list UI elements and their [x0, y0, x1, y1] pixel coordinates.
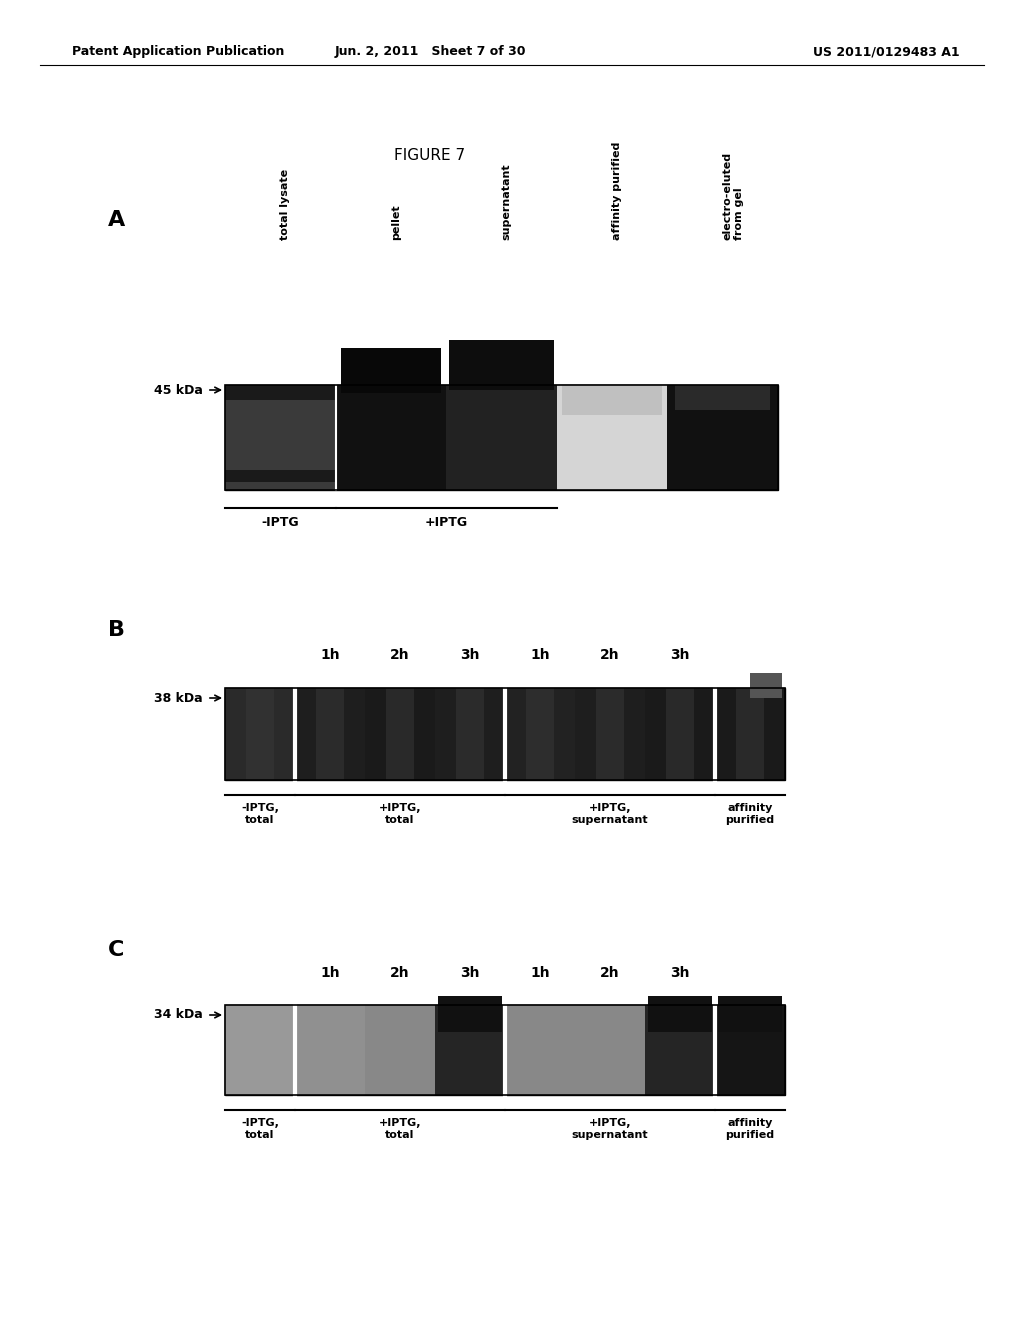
- Text: 2h: 2h: [600, 648, 620, 663]
- Bar: [666, 688, 694, 780]
- Bar: [438, 997, 502, 1032]
- Text: US 2011/0129483 A1: US 2011/0129483 A1: [813, 45, 961, 58]
- Bar: [715, 688, 785, 780]
- Text: 1h: 1h: [321, 648, 340, 663]
- Text: +IPTG: +IPTG: [425, 516, 468, 529]
- Bar: [557, 385, 668, 490]
- Bar: [676, 385, 770, 411]
- Bar: [365, 1005, 435, 1096]
- Text: 2h: 2h: [390, 966, 410, 979]
- Bar: [575, 688, 645, 780]
- Bar: [718, 997, 782, 1032]
- Text: -IPTG,
total: -IPTG, total: [241, 1118, 279, 1140]
- Bar: [526, 688, 554, 780]
- Text: 1h: 1h: [321, 966, 340, 979]
- Text: 3h: 3h: [460, 648, 480, 663]
- Bar: [316, 688, 344, 780]
- Text: Jun. 2, 2011   Sheet 7 of 30: Jun. 2, 2011 Sheet 7 of 30: [334, 45, 525, 58]
- Text: 3h: 3h: [460, 966, 480, 979]
- Bar: [225, 1005, 785, 1096]
- Bar: [596, 688, 624, 780]
- Bar: [435, 688, 505, 780]
- Text: 1h: 1h: [530, 966, 550, 979]
- Text: -IPTG: -IPTG: [261, 516, 299, 529]
- Text: +IPTG,
total: +IPTG, total: [379, 803, 421, 825]
- Text: 2h: 2h: [600, 966, 620, 979]
- Bar: [225, 688, 785, 780]
- Bar: [645, 688, 715, 780]
- Text: affinity
purified: affinity purified: [725, 803, 774, 825]
- Bar: [225, 688, 295, 780]
- Bar: [450, 341, 554, 389]
- Bar: [225, 385, 778, 490]
- Bar: [505, 1005, 575, 1096]
- Bar: [645, 1005, 715, 1096]
- Text: +IPTG,
supernatant: +IPTG, supernatant: [571, 803, 648, 825]
- Text: 2h: 2h: [390, 648, 410, 663]
- Bar: [562, 385, 663, 414]
- Text: C: C: [108, 940, 124, 960]
- Text: supernatant: supernatant: [502, 164, 512, 240]
- Text: affinity
purified: affinity purified: [725, 1118, 774, 1140]
- Bar: [225, 688, 785, 780]
- Text: affinity purified: affinity purified: [612, 141, 623, 240]
- Text: 3h: 3h: [671, 648, 690, 663]
- Text: A: A: [108, 210, 125, 230]
- Bar: [295, 1005, 365, 1096]
- Text: 3h: 3h: [671, 966, 690, 979]
- Text: 1h: 1h: [530, 648, 550, 663]
- Bar: [446, 385, 557, 490]
- Bar: [668, 385, 778, 490]
- Bar: [575, 1005, 645, 1096]
- Bar: [668, 385, 778, 490]
- Bar: [225, 385, 336, 490]
- Bar: [648, 997, 712, 1032]
- Bar: [736, 688, 764, 780]
- Text: electro-eluted
from gel: electro-eluted from gel: [723, 152, 744, 240]
- Bar: [456, 688, 484, 780]
- Bar: [341, 348, 441, 393]
- Bar: [225, 470, 336, 482]
- Bar: [336, 385, 446, 490]
- Text: +IPTG,
total: +IPTG, total: [379, 1118, 421, 1140]
- Bar: [715, 1005, 785, 1096]
- Bar: [225, 385, 778, 490]
- Bar: [505, 688, 575, 780]
- Bar: [557, 385, 668, 490]
- Bar: [365, 688, 435, 780]
- Bar: [295, 688, 365, 780]
- Bar: [435, 1005, 505, 1096]
- Text: FIGURE 7: FIGURE 7: [394, 148, 466, 162]
- Text: 38 kDa: 38 kDa: [155, 692, 203, 705]
- Text: +IPTG,
supernatant: +IPTG, supernatant: [571, 1118, 648, 1140]
- Bar: [225, 1005, 785, 1096]
- Bar: [386, 688, 414, 780]
- Bar: [246, 688, 274, 780]
- Text: Patent Application Publication: Patent Application Publication: [72, 45, 285, 58]
- Bar: [750, 673, 781, 698]
- Text: total lysate: total lysate: [281, 169, 290, 240]
- Text: pellet: pellet: [391, 205, 401, 240]
- Text: B: B: [108, 620, 125, 640]
- Text: 45 kDa: 45 kDa: [155, 384, 203, 396]
- Bar: [225, 1005, 295, 1096]
- Text: 34 kDa: 34 kDa: [155, 1008, 203, 1022]
- Text: -IPTG,
total: -IPTG, total: [241, 803, 279, 825]
- Bar: [225, 385, 336, 400]
